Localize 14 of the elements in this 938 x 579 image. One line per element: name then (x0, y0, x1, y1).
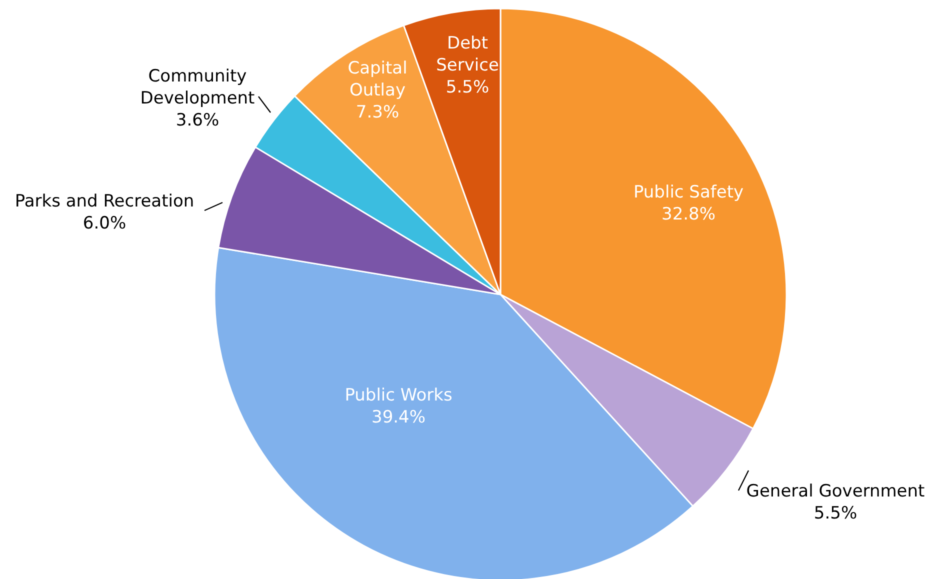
data-label: 39.4% (372, 408, 426, 428)
slice-label: Debt Service (436, 34, 499, 76)
data-label: 3.6% (176, 110, 220, 130)
data-label: 5.5% (446, 78, 490, 98)
slice-label: Parks and Recreation (14, 192, 194, 212)
slice-label: Capital Outlay (348, 58, 408, 100)
slice-label: General Government (746, 482, 926, 502)
data-label: 7.3% (356, 102, 400, 122)
data-label: 5.5% (814, 504, 858, 524)
slice-label: Public Safety (633, 182, 744, 202)
data-label: 32.8% (662, 204, 716, 224)
data-label: 6.0% (82, 214, 126, 234)
slice-label: Public Works (344, 386, 452, 406)
slice-label: Community Development (140, 66, 256, 108)
